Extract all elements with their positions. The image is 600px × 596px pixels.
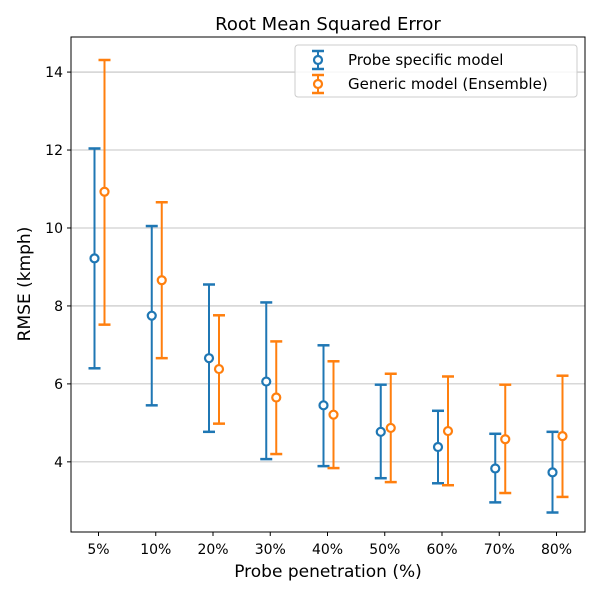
data-point (146, 310, 157, 321)
y-tick-label: 6 (54, 377, 63, 393)
data-point (99, 186, 110, 197)
y-tick-label: 10 (45, 221, 63, 237)
legend-label: Generic model (Ensemble) (348, 75, 548, 93)
plot-area-frame (70, 36, 586, 533)
x-tick-label: 5% (87, 542, 109, 558)
data-point (156, 275, 167, 286)
x-tick-label: 10% (140, 542, 171, 558)
axis-ticks: 4 6 8 10 12 14 5% 10% 20% 30% 40% 50% 60% 70% 80% (45, 65, 572, 558)
series-generic (98, 58, 569, 499)
data-point (557, 431, 568, 442)
data-point (432, 441, 444, 453)
data-point (271, 392, 282, 403)
y-tick-label: 8 (54, 299, 63, 315)
data-marks (88, 58, 569, 514)
data-point (442, 425, 454, 437)
x-tick-label: 30% (255, 542, 286, 558)
x-tick-label: 80% (541, 542, 572, 558)
x-tick-label: 50% (369, 542, 400, 558)
legend-swatch-marker (312, 78, 324, 90)
data-point (318, 400, 329, 411)
legend-box (294, 44, 578, 98)
y-axis-label: RMSE (kmph) (15, 227, 35, 342)
data-point (203, 353, 215, 364)
y-tick-label: 4 (54, 455, 63, 471)
legend-label: Probe specific model (348, 51, 503, 69)
data-point (547, 467, 558, 478)
x-tick-label: 70% (484, 542, 515, 558)
x-tick-label: 40% (312, 542, 343, 558)
x-tick-label: 60% (426, 542, 457, 558)
data-point (385, 422, 396, 434)
data-point (328, 409, 339, 420)
chart-title: Root Mean Squared Error (215, 14, 441, 35)
data-point (261, 376, 272, 387)
data-point (375, 426, 386, 437)
x-axis-label: Probe penetration (%) (234, 562, 422, 582)
y-tick-label: 14 (45, 65, 63, 81)
data-point (89, 253, 100, 264)
data-point (500, 434, 511, 445)
legend: Probe specific model Generic model (Ensem… (294, 44, 578, 98)
legend-swatch-marker (312, 54, 324, 66)
series-probe-specific (88, 147, 559, 514)
data-point (490, 463, 501, 474)
y-tick-label: 12 (45, 143, 63, 159)
x-tick-label: 20% (197, 542, 228, 558)
data-point (213, 363, 225, 375)
